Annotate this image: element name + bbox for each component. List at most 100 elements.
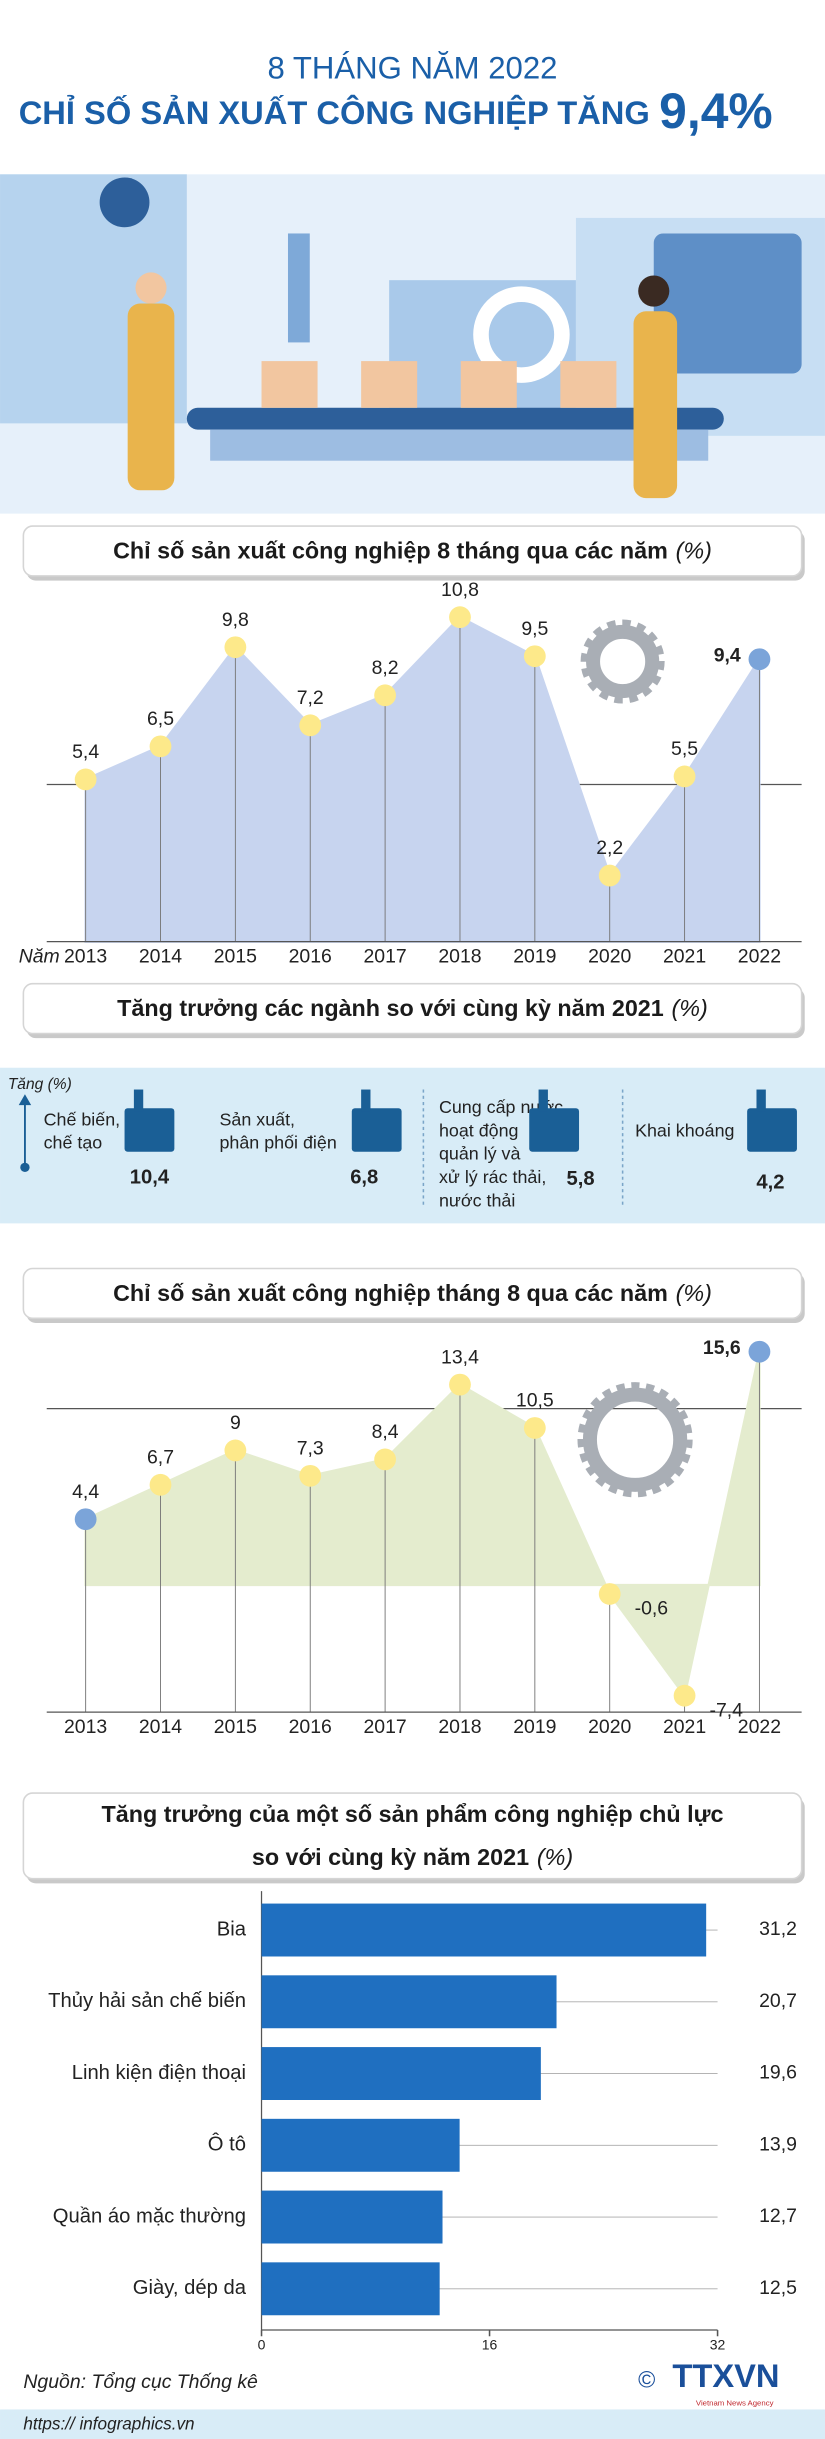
x-tick-label: 2016 bbox=[289, 945, 332, 967]
x-tick-label: 2015 bbox=[214, 1716, 257, 1738]
section-title-unit: (%) bbox=[676, 538, 712, 564]
worker-head bbox=[638, 275, 670, 307]
category-label: Linh kiện điện thoại bbox=[72, 2062, 246, 2084]
data-label: 8,2 bbox=[372, 657, 399, 679]
sector-axis-label: Tăng (%) bbox=[8, 1076, 72, 1093]
section-title: Tăng trưởng các ngành so với cùng kỳ năm… bbox=[117, 995, 708, 1021]
conveyor bbox=[186, 407, 724, 430]
sector-label: nước thải bbox=[439, 1190, 515, 1210]
sector-label: Khai khoáng bbox=[635, 1120, 734, 1140]
kicker: 8 THÁNG NĂM 2022 bbox=[268, 50, 558, 85]
illustration bbox=[0, 174, 825, 514]
section-title: Chỉ số sản xuất công nghiệp 8 tháng qua … bbox=[113, 538, 712, 564]
x-tick-label: 2022 bbox=[738, 1716, 781, 1738]
section-title-unit: (%) bbox=[537, 1844, 573, 1870]
title-box bbox=[22, 525, 803, 577]
gear bbox=[582, 1387, 688, 1492]
title-box bbox=[22, 1267, 803, 1320]
sector-label: Chế biến, bbox=[44, 1109, 121, 1129]
x-tick-label: 2017 bbox=[363, 1716, 406, 1738]
data-label: -7,4 bbox=[709, 1699, 743, 1721]
category-label: Ô tô bbox=[208, 2133, 246, 2156]
section-title-unit: (%) bbox=[672, 995, 708, 1021]
sector-value: 5,8 bbox=[567, 1168, 595, 1190]
x-axis-label: Năm bbox=[19, 945, 60, 967]
x-tick-label: 2021 bbox=[663, 945, 706, 967]
x-tick-label: 2022 bbox=[738, 945, 781, 967]
x-tick-label: 2018 bbox=[438, 1716, 481, 1738]
x-tick-label: 2018 bbox=[438, 945, 481, 967]
x-tick-label: 2021 bbox=[663, 1716, 706, 1738]
sector-value: 10,4 bbox=[130, 1167, 170, 1189]
sector-band bbox=[0, 1067, 825, 1224]
section-title-text: Tăng trưởng của một số sản phẩm công ngh… bbox=[102, 1801, 724, 1827]
sector-icon bbox=[529, 1108, 580, 1152]
section-title-text: Tăng trưởng các ngành so với cùng kỳ năm… bbox=[117, 995, 664, 1021]
section-title-text: so với cùng kỳ năm 2021 bbox=[252, 1844, 529, 1870]
url-bar bbox=[0, 2409, 825, 2439]
point bbox=[598, 1583, 621, 1605]
data-label: 31,2 bbox=[759, 1918, 797, 1940]
robot-joint bbox=[99, 177, 150, 228]
bar bbox=[261, 2262, 440, 2316]
x-tick-label: 32 bbox=[710, 2336, 726, 2352]
url: https:// infographics.vn bbox=[23, 2415, 194, 2434]
point bbox=[374, 684, 397, 707]
headline-text: CHỈ SỐ SẢN XUẤT CÔNG NGHIỆP TĂNG bbox=[19, 93, 650, 131]
sector-value: 4,2 bbox=[756, 1171, 784, 1193]
sector-label: chế tạo bbox=[44, 1133, 103, 1153]
sector-icon bbox=[351, 1108, 402, 1152]
data-label: 13,9 bbox=[759, 2133, 797, 2155]
section-title-unit: (%) bbox=[676, 1280, 712, 1306]
x-tick-label: 2014 bbox=[139, 945, 182, 967]
point bbox=[74, 768, 97, 791]
box bbox=[261, 361, 318, 408]
worker bbox=[127, 303, 175, 491]
x-tick-label: 2014 bbox=[139, 1716, 182, 1738]
point bbox=[149, 1473, 172, 1496]
robot-arm bbox=[287, 233, 310, 343]
box bbox=[560, 361, 617, 408]
section-title: Chỉ số sản xuất công nghiệp tháng 8 qua … bbox=[113, 1280, 712, 1306]
point bbox=[449, 1373, 471, 1396]
box bbox=[460, 361, 517, 408]
category-label: Thủy hải sản chế biến bbox=[48, 1990, 246, 2012]
point bbox=[449, 606, 471, 629]
sector-icon-detail bbox=[756, 1089, 766, 1112]
point bbox=[299, 1464, 322, 1487]
point bbox=[299, 714, 322, 737]
sector-icon-detail bbox=[538, 1089, 548, 1112]
x-tick-label: 0 bbox=[258, 2336, 266, 2352]
x-tick-label: 2016 bbox=[289, 1716, 332, 1738]
bar bbox=[261, 1903, 707, 1957]
point bbox=[748, 648, 771, 671]
data-label: 5,4 bbox=[72, 741, 99, 763]
data-label: 19,6 bbox=[759, 2062, 797, 2084]
sector-icon bbox=[747, 1108, 797, 1152]
sector-icon-detail bbox=[361, 1089, 371, 1112]
category-label: Quần áo mặc thường bbox=[53, 2205, 246, 2227]
agency: Vietnam News Agency bbox=[696, 2398, 774, 2407]
worker bbox=[633, 311, 678, 499]
sector-label: phân phối điện bbox=[219, 1133, 336, 1153]
title-box bbox=[22, 1792, 803, 1880]
ring bbox=[473, 286, 570, 383]
point bbox=[74, 1508, 97, 1531]
x-tick-label: 2020 bbox=[588, 945, 631, 967]
data-label: 6,5 bbox=[147, 708, 174, 730]
screen bbox=[653, 233, 802, 374]
bar bbox=[261, 2047, 541, 2100]
point bbox=[224, 636, 247, 659]
section-title-text: Chỉ số sản xuất công nghiệp tháng 8 qua … bbox=[113, 1280, 668, 1306]
title-box bbox=[22, 982, 803, 1035]
gear bbox=[586, 624, 660, 699]
x-tick-label: 2015 bbox=[214, 945, 257, 967]
sector-arrow-base bbox=[20, 1162, 30, 1173]
data-label: 9,8 bbox=[222, 609, 249, 631]
point bbox=[598, 864, 621, 887]
headline: CHỈ SỐ SẢN XUẤT CÔNG NGHIỆP TĂNG 9,4% bbox=[19, 83, 773, 139]
x-tick-label: 2020 bbox=[588, 1716, 631, 1738]
point bbox=[523, 1417, 546, 1439]
